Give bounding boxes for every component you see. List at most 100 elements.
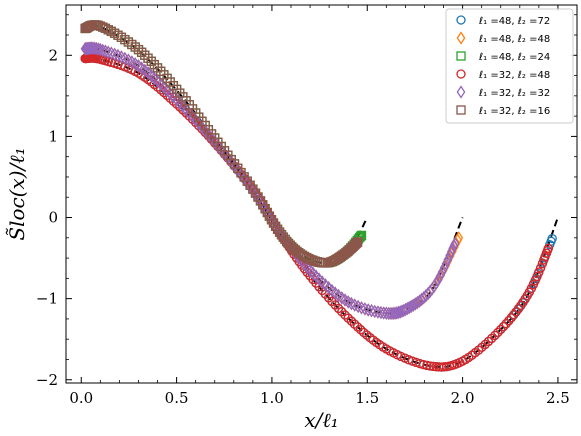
theory-curve-0 xyxy=(81,23,369,265)
data-point xyxy=(441,257,451,271)
data-point xyxy=(343,313,353,323)
data-point xyxy=(487,333,497,344)
data-point xyxy=(346,316,357,326)
axis-labels: x/ℓ₁ S̃loc(x)/ℓ₁ xyxy=(5,147,339,432)
data-point xyxy=(100,23,111,33)
legend-marker xyxy=(456,69,466,79)
data-point xyxy=(406,299,416,314)
legend-label: ℓ₁ =48, ℓ₂ =24 xyxy=(479,52,550,63)
data-point xyxy=(133,44,144,55)
data-point xyxy=(362,330,372,340)
data-point xyxy=(501,318,511,329)
axes: 0.0 0.5 1.0 1.5 2.0 2.5 −2 −1 0 1 2 xyxy=(36,4,578,407)
y-axis-label: S̃loc(x)/ℓ₁ xyxy=(5,147,29,240)
data-point xyxy=(350,239,361,249)
data-point xyxy=(418,359,429,370)
data-point xyxy=(349,319,360,329)
data-point xyxy=(483,336,494,347)
legend: ℓ₁ =48, ℓ₂ =72 ℓ₁ =48, ℓ₂ =48 ℓ₁ =48, ℓ₂ =… xyxy=(445,8,574,124)
data-point xyxy=(370,304,380,319)
legend-marker xyxy=(456,15,466,25)
data-point xyxy=(352,322,363,332)
data-point xyxy=(534,267,544,277)
data-point xyxy=(509,309,519,320)
legend-marker xyxy=(456,51,466,61)
data-point xyxy=(140,50,150,60)
data-point xyxy=(130,42,140,52)
y-tick-label: −2 xyxy=(36,371,58,389)
data-point xyxy=(333,303,344,314)
data-point xyxy=(353,237,363,247)
legend-box xyxy=(445,8,574,124)
data-point xyxy=(149,59,159,70)
data-point xyxy=(493,327,503,338)
data-point xyxy=(437,265,447,279)
legend-marker xyxy=(456,105,466,115)
y-tick-label: 2 xyxy=(48,46,58,64)
x-tick-label: 2.5 xyxy=(546,389,570,407)
data-point xyxy=(402,301,412,316)
data-point xyxy=(88,41,98,55)
series-5 xyxy=(80,20,363,268)
data-point xyxy=(394,305,403,320)
legend-label: ℓ₁ =48, ℓ₂ =72 xyxy=(479,16,550,27)
x-axis-label: x/ℓ₁ xyxy=(304,408,338,432)
x-tick-label: 1.0 xyxy=(260,389,284,407)
data-point xyxy=(530,275,540,286)
data-point xyxy=(373,305,383,319)
data-point xyxy=(101,44,110,58)
data-point xyxy=(367,304,376,318)
data-point xyxy=(376,305,386,320)
data-point xyxy=(532,271,542,282)
data-markers xyxy=(80,20,557,372)
data-point xyxy=(413,295,422,310)
data-point xyxy=(435,269,445,283)
data-point xyxy=(285,240,295,250)
series-1 xyxy=(80,41,464,321)
series-4 xyxy=(80,41,460,321)
data-point xyxy=(496,324,506,335)
data-point xyxy=(547,233,557,244)
x-tick-label: 0.5 xyxy=(165,389,189,407)
legend-marker xyxy=(456,31,466,45)
data-point xyxy=(351,238,361,248)
data-point xyxy=(536,263,546,273)
legend-label: ℓ₁ =32, ℓ₂ =48 xyxy=(479,70,550,81)
legend-marker xyxy=(456,85,466,99)
x-tick-label: 1.5 xyxy=(355,389,379,407)
data-point xyxy=(360,302,370,316)
data-point xyxy=(439,261,449,275)
y-tick-label: −1 xyxy=(36,290,58,308)
legend-label: ℓ₁ =32, ℓ₂ =16 xyxy=(479,106,550,117)
data-point xyxy=(143,53,153,63)
data-point xyxy=(429,279,439,294)
theory-curve-1 xyxy=(81,47,464,315)
legend-label: ℓ₁ =32, ℓ₂ =32 xyxy=(479,88,550,99)
data-point xyxy=(433,273,443,287)
data-point xyxy=(450,236,460,251)
data-point xyxy=(498,321,509,332)
data-point xyxy=(408,298,418,312)
x-tick-label: 0.0 xyxy=(69,389,93,407)
data-point xyxy=(340,310,350,320)
data-point xyxy=(504,316,514,326)
data-point xyxy=(178,105,188,115)
data-point xyxy=(431,276,441,291)
plot-frame xyxy=(65,4,578,384)
data-point xyxy=(425,361,435,371)
legend-label: ℓ₁ =48, ℓ₂ =48 xyxy=(479,34,550,45)
data-point xyxy=(349,240,360,250)
data-point xyxy=(506,313,516,323)
data-point xyxy=(363,303,373,317)
data-point xyxy=(543,243,554,253)
data-point xyxy=(98,43,108,58)
data-point xyxy=(490,330,500,341)
data-point xyxy=(443,252,453,267)
data-point xyxy=(359,327,369,338)
x-tick-label: 2.0 xyxy=(451,389,475,407)
data-point xyxy=(103,45,113,59)
data-point xyxy=(422,360,432,371)
data-point xyxy=(136,47,147,57)
data-point xyxy=(146,56,156,66)
